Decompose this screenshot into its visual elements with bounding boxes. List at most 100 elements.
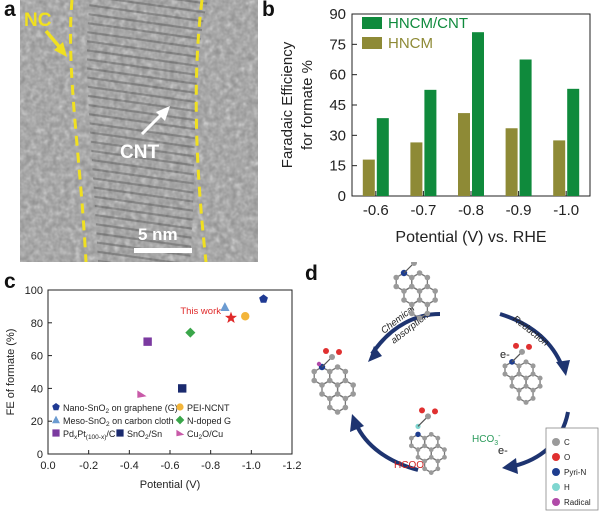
legend-swatch [362, 37, 382, 49]
carbon-atom [416, 270, 423, 276]
adsorbate-carbon [329, 354, 335, 360]
nc-boundary-right [194, 0, 208, 263]
reaction-mechanism-scheme: Chemical absorption Reduction e- e- HCO3… [311, 254, 599, 511]
carbon-atom [319, 391, 325, 397]
carbon-atom [530, 387, 536, 393]
data-point [225, 311, 237, 323]
nc-label: NC [24, 10, 52, 31]
carbon-atom [311, 368, 318, 375]
carbon-atom [530, 371, 536, 377]
cycle-arrow-right [499, 312, 564, 367]
carbon-atom [424, 274, 431, 281]
legend-marker [116, 429, 124, 437]
carbon-atom [428, 470, 434, 475]
y-tick-label: 15 [329, 158, 346, 175]
carbon-atom [401, 288, 407, 294]
data-point [220, 302, 230, 311]
carbon-atom [435, 458, 441, 464]
y-tick-label: 90 [329, 6, 346, 23]
carbon-atom [393, 283, 400, 290]
tem-image-panel: NC CNT 5 nm [20, 0, 258, 263]
bar-hncm [553, 140, 566, 196]
bar-hncm-cnt [472, 32, 484, 197]
legend-label: N-doped G [187, 416, 231, 426]
carbon-atom [502, 363, 508, 369]
carbon-atom [523, 359, 529, 365]
carbon-atom [326, 368, 333, 375]
molecule-right [502, 342, 543, 405]
x-tick-label: -1.0 [553, 202, 579, 219]
cycle-arrowhead-left [350, 414, 364, 432]
adsorbate-carbon [425, 413, 431, 420]
carbon-atom [334, 382, 341, 388]
bar-hncm [410, 142, 423, 196]
panel-d: Chemical absorption Reduction e- e- HCO3… [300, 254, 600, 517]
carbon-atom [416, 288, 423, 294]
panel-label-b: b [262, 0, 275, 21]
carbon-atom [334, 391, 341, 397]
cycle-arrow-top [370, 312, 441, 356]
data-point [241, 312, 250, 321]
nc-boundary-left [69, 0, 88, 263]
carbon-atom [408, 274, 415, 281]
oxygen-atom [432, 408, 438, 415]
carbon-atom [342, 404, 349, 411]
carbon-atom [422, 435, 428, 441]
carbon-atom [435, 435, 441, 441]
faradaic-efficiency-bar-chart: 0 15 30 45 60 75 90 -0.6 -0.7 -0.8 -0.9 -1.0 Potenti… [279, 6, 591, 246]
adsorbate-carbon [519, 348, 525, 355]
carbon-atom [422, 458, 428, 464]
y-tick-label: 0 [37, 449, 43, 461]
oxygen-atom [336, 349, 342, 355]
x-axis-label: Potential (V) vs. RHE [395, 229, 546, 246]
cycle-arrowhead-top [368, 346, 382, 362]
oxygen-atom [323, 348, 329, 354]
y-axis-label-line1: Faradaic Efficiency [279, 41, 296, 168]
panel-label-c: c [4, 270, 16, 293]
carbon-atom [432, 297, 438, 303]
carbon-atom [432, 288, 438, 294]
cnt-arrow-icon [140, 106, 170, 136]
carbon-atom [415, 447, 421, 453]
carbon-atom [334, 409, 341, 415]
carbon-atom [537, 375, 543, 381]
carbon-atom [326, 377, 333, 384]
legend-marker [176, 403, 184, 411]
legend-label: HNCM/CNT [388, 15, 468, 32]
x-tick-label: -1.2 [283, 460, 302, 472]
legend-label: Nano-SnO2 on graphene (G) [63, 403, 178, 415]
legend-label: HNCM [388, 35, 433, 52]
x-tick-label: -0.6 [363, 202, 389, 219]
y-tick-label: 20 [31, 416, 43, 428]
x-tick-label: -0.8 [458, 202, 484, 219]
bar-hncm [362, 159, 375, 196]
carbon-atom [342, 377, 349, 384]
bar-hncm-cnt [567, 88, 580, 196]
y-axis-label-line2: for formate % [299, 60, 316, 150]
x-axis-label: Potential (V) [140, 479, 201, 491]
carbon-atom [424, 283, 431, 290]
legend-label: PdxPt(100-x)/C [63, 429, 116, 441]
y-tick-label: 40 [31, 383, 43, 395]
x-tick-label: -0.9 [506, 202, 532, 219]
panel-label-a: a [4, 0, 16, 21]
carbon-atom [416, 315, 423, 321]
legend-atom-swatch [552, 483, 560, 491]
legend-label: PEI-NCNT [187, 403, 230, 413]
carbon-atom [342, 395, 349, 402]
carbon-atom [334, 364, 341, 370]
molecule-left [311, 348, 356, 415]
carbon-atom [424, 310, 431, 317]
panel-b: 0 15 30 45 60 75 90 -0.6 -0.7 -0.8 -0.9 -1.0 Potenti… [270, 0, 600, 262]
scale-bar-label: 5 nm [138, 225, 178, 244]
oxygen-atom [513, 342, 519, 349]
carbon-atom [516, 363, 522, 369]
carbon-atom [415, 454, 421, 460]
electron-label-1: e- [500, 349, 510, 361]
scale-bar [134, 248, 192, 253]
x-tick-label: 0.0 [40, 460, 55, 472]
legend-atom-swatch [552, 498, 560, 506]
carbon-atom [516, 395, 522, 401]
carbon-atom [408, 301, 415, 308]
carbon-atom [530, 363, 536, 369]
